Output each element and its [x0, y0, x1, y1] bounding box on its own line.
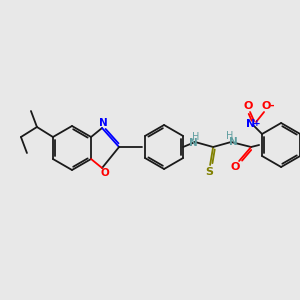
- Text: O: O: [243, 101, 253, 111]
- Text: N: N: [246, 119, 256, 129]
- Text: H: H: [226, 131, 234, 141]
- Text: H: H: [192, 132, 200, 142]
- Text: O: O: [101, 168, 110, 178]
- Text: +: +: [253, 119, 261, 128]
- Text: -: -: [270, 101, 274, 111]
- Text: N: N: [189, 138, 197, 148]
- Text: N: N: [99, 118, 107, 128]
- Text: S: S: [205, 167, 213, 177]
- Text: O: O: [261, 101, 271, 111]
- Text: O: O: [230, 162, 240, 172]
- Text: N: N: [229, 137, 238, 147]
